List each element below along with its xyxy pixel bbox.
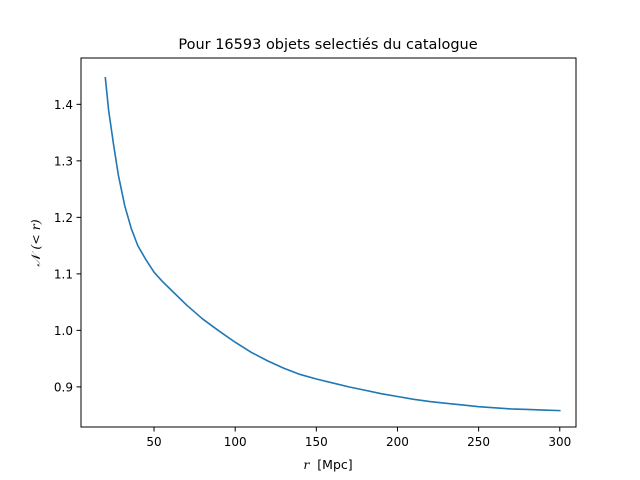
y-tick-label-0: 0.9 <box>54 380 73 394</box>
x-tick-label-1: 100 <box>224 435 247 449</box>
x-tick-label-5: 300 <box>548 435 571 449</box>
axes: 50 100 150 200 250 300 0.9 1.0 1.1 1.2 1.3 1.4 <box>54 57 577 449</box>
y-axis-variable: (< r) <box>28 219 43 249</box>
x-tick-label-3: 200 <box>386 435 409 449</box>
y-axis-symbol: 𝒩 <box>28 251 43 267</box>
x-axis-label: r [Mpc] <box>303 457 352 472</box>
x-tick-label-2: 150 <box>305 435 328 449</box>
y-tick-label-1: 1.0 <box>54 324 73 338</box>
y-axis-label: 𝒩 (< r) <box>28 219 43 266</box>
series-line-0 <box>104 76 561 412</box>
y-tick-label-4: 1.3 <box>54 154 73 168</box>
y-tick-label-3: 1.2 <box>54 211 73 225</box>
y-tick-label-5: 1.4 <box>54 98 73 112</box>
x-tick-label-0: 50 <box>146 435 161 449</box>
y-tick-label-2: 1.1 <box>54 267 73 281</box>
x-axis-unit: [Mpc] <box>317 457 352 472</box>
plot-area <box>104 76 561 412</box>
x-tick-label-4: 250 <box>467 435 490 449</box>
x-axis-variable: r <box>303 457 310 472</box>
axes-frame <box>80 57 577 428</box>
chart-title: Pour 16593 objets selectiés du catalogue <box>178 37 477 53</box>
